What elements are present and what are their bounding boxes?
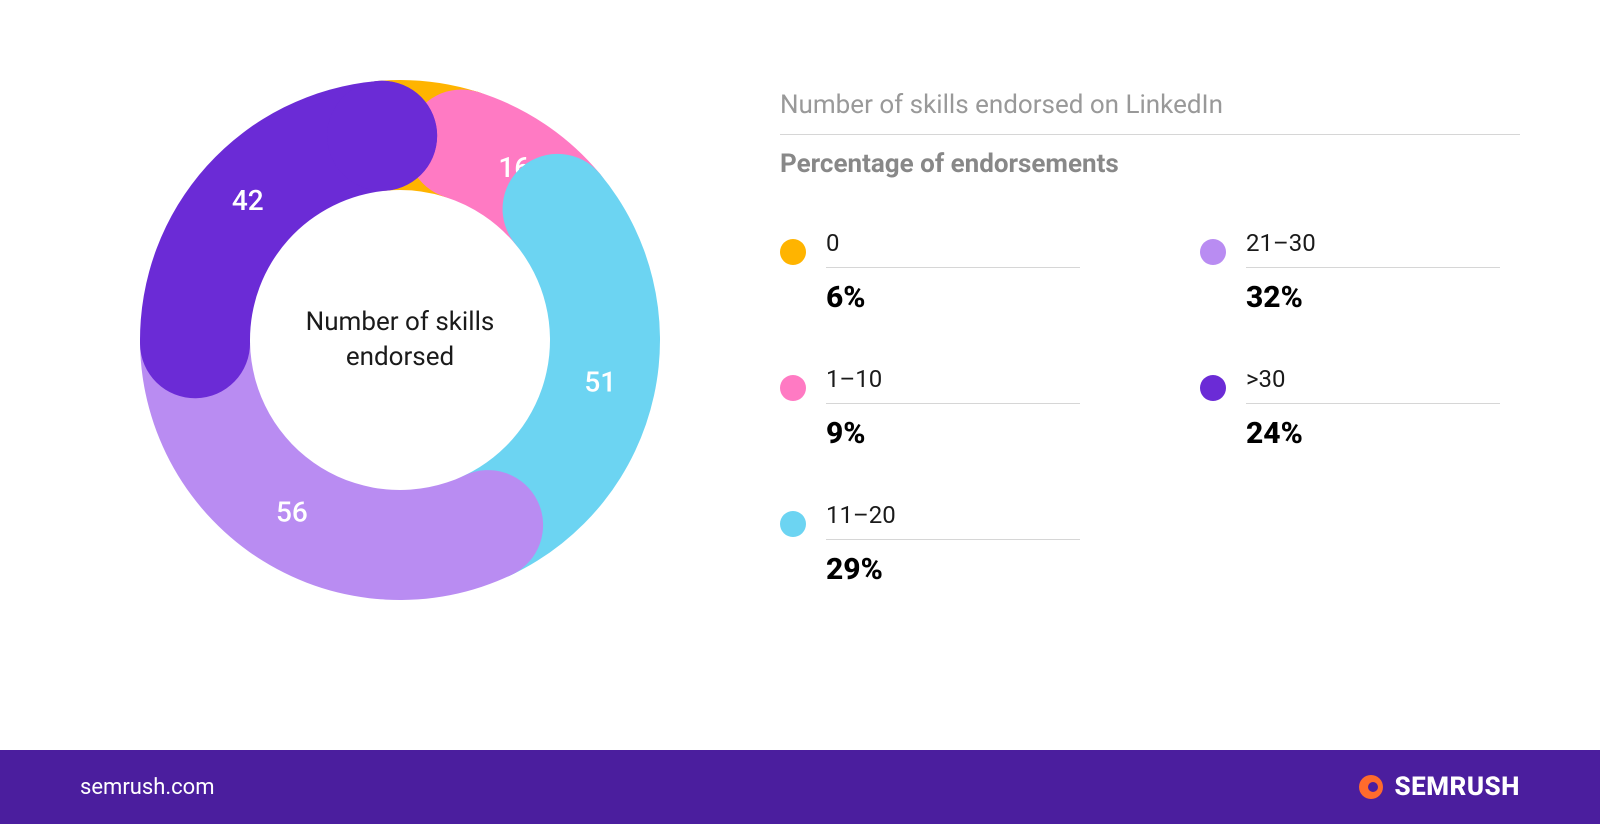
segment-label: 56 [276, 496, 308, 529]
legend-item: 21–30 32% [1200, 229, 1500, 315]
footer-url: semrush.com [80, 775, 215, 800]
legend-pct: 9% [826, 416, 1080, 451]
legend-text: 21–30 32% [1246, 229, 1500, 315]
main-content: 1116515642 Number of skillsendorsed Numb… [0, 0, 1600, 620]
legend-text: 11–20 29% [826, 501, 1080, 587]
legend-dot [1200, 239, 1226, 265]
legend-dot [780, 511, 806, 537]
footer-bar: semrush.com SEMRUSH [0, 750, 1600, 824]
legend-pct: 32% [1246, 280, 1500, 315]
legend-item: 0 6% [780, 229, 1080, 315]
segment-label: 42 [232, 184, 264, 217]
legend-pct: 6% [826, 280, 1080, 315]
segment-label: 51 [584, 365, 616, 398]
legend-item: 1–10 9% [780, 365, 1080, 451]
legend-pct: 29% [826, 552, 1080, 587]
legend-range: 21–30 [1246, 229, 1500, 268]
subtitle: Number of skills endorsed on LinkedIn [780, 90, 1520, 135]
legend-item: 11–20 29% [780, 501, 1080, 587]
legend-pct: 24% [1246, 416, 1500, 451]
legend: 0 6% 21–30 32% 1–10 9% [780, 229, 1500, 587]
legend-dot [1200, 375, 1226, 401]
legend-text: 1–10 9% [826, 365, 1080, 451]
legend-dot [780, 239, 806, 265]
legend-dot [780, 375, 806, 401]
right-panel: Number of skills endorsed on LinkedIn Pe… [780, 60, 1520, 587]
chart-center-label: Number of skillsendorsed [306, 305, 495, 375]
legend-text: >30 24% [1246, 365, 1500, 451]
brand: SEMRUSH [1353, 771, 1520, 803]
legend-item: >30 24% [1200, 365, 1500, 451]
title: Percentage of endorsements [780, 149, 1520, 179]
flame-icon [1353, 771, 1385, 803]
legend-range: >30 [1246, 365, 1500, 404]
brand-name: SEMRUSH [1395, 772, 1520, 802]
legend-range: 1–10 [826, 365, 1080, 404]
legend-range: 0 [826, 229, 1080, 268]
legend-text: 0 6% [826, 229, 1080, 315]
donut-chart: 1116515642 Number of skillsendorsed [120, 60, 680, 620]
legend-range: 11–20 [826, 501, 1080, 540]
